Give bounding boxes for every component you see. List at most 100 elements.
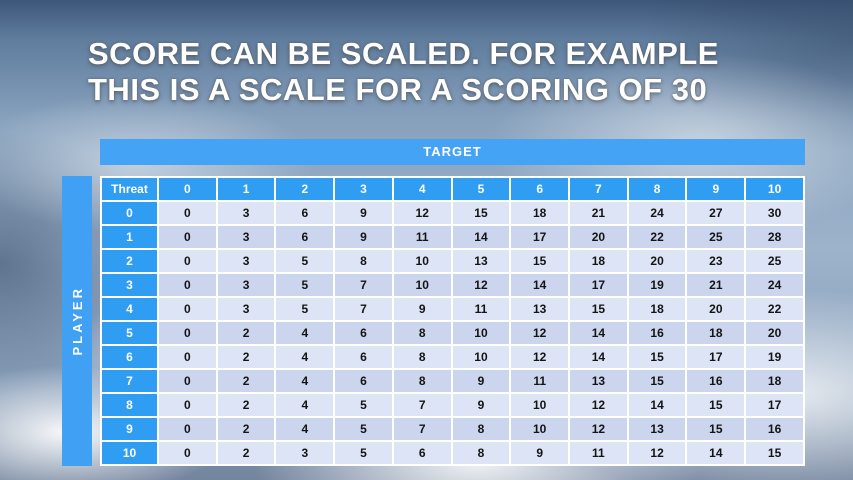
score-cell: 28 — [746, 226, 803, 248]
score-cell: 21 — [570, 202, 627, 224]
score-cell: 18 — [687, 322, 745, 344]
row-header-threat: 5 — [102, 322, 157, 344]
score-cell: 3 — [217, 226, 275, 248]
row-header-threat: 10 — [102, 442, 157, 464]
score-cell: 13 — [452, 250, 510, 272]
score-cell: 17 — [511, 226, 569, 248]
score-cell: 21 — [687, 274, 745, 296]
score-cell: 10 — [452, 322, 510, 344]
score-cell: 11 — [452, 298, 510, 320]
score-cell: 5 — [335, 442, 392, 464]
score-cell: 8 — [335, 250, 392, 272]
score-cell: 9 — [335, 202, 392, 224]
score-cell: 13 — [570, 370, 627, 392]
score-cell: 20 — [746, 322, 803, 344]
score-cell: 5 — [276, 274, 334, 296]
column-header: 5 — [452, 178, 510, 200]
row-header-threat: 4 — [102, 298, 157, 320]
score-cell: 4 — [276, 394, 334, 416]
score-cell: 14 — [570, 346, 627, 368]
score-cell: 6 — [276, 226, 334, 248]
score-cell: 4 — [276, 418, 334, 440]
column-header: 8 — [628, 178, 686, 200]
score-cell: 18 — [746, 370, 803, 392]
table-row: 4 0 3 5 7 9 11 13 15 18 20 22 — [102, 298, 803, 320]
score-cell: 23 — [687, 250, 745, 272]
score-cell: 18 — [570, 250, 627, 272]
score-cell: 7 — [393, 394, 451, 416]
score-cell: 0 — [159, 346, 216, 368]
score-cell: 3 — [276, 442, 334, 464]
score-table-body: 0 0 3 6 9 12 15 18 21 24 27 30 1 0 3 6 9 11 14 17 20 22 25 28 2 0… — [102, 202, 803, 464]
table-row: 1 0 3 6 9 11 14 17 20 22 25 28 — [102, 226, 803, 248]
column-header-row: Threat 0 1 2 3 4 5 6 7 8 9 10 — [102, 178, 803, 200]
score-cell: 17 — [687, 346, 745, 368]
score-cell: 6 — [335, 322, 392, 344]
score-cell: 20 — [570, 226, 627, 248]
score-table: Threat 0 1 2 3 4 5 6 7 8 9 10 0 0 3 6 9 12 15 18 21 24 27 30 1… — [100, 176, 805, 466]
score-cell: 5 — [276, 250, 334, 272]
row-header-threat: 7 — [102, 370, 157, 392]
score-cell: 8 — [393, 346, 451, 368]
score-cell: 17 — [746, 394, 803, 416]
score-cell: 5 — [335, 394, 392, 416]
score-cell: 0 — [159, 370, 216, 392]
title-line-2: THIS IS A SCALE FOR A SCORING OF 30 — [88, 71, 708, 107]
column-header: 9 — [687, 178, 745, 200]
score-cell: 20 — [687, 298, 745, 320]
score-cell: 8 — [452, 442, 510, 464]
player-header-bar: PLAYER — [62, 176, 92, 466]
score-cell: 15 — [570, 298, 627, 320]
table-row: 8 0 2 4 5 7 9 10 12 14 15 17 — [102, 394, 803, 416]
score-cell: 17 — [570, 274, 627, 296]
table-row: 10 0 2 3 5 6 8 9 11 12 14 15 — [102, 442, 803, 464]
score-cell: 12 — [570, 418, 627, 440]
score-cell: 15 — [628, 346, 686, 368]
score-cell: 3 — [217, 250, 275, 272]
score-cell: 15 — [628, 370, 686, 392]
table-row: 6 0 2 4 6 8 10 12 14 15 17 19 — [102, 346, 803, 368]
score-cell: 9 — [335, 226, 392, 248]
score-cell: 14 — [687, 442, 745, 464]
score-cell: 12 — [511, 346, 569, 368]
score-cell: 19 — [628, 274, 686, 296]
score-cell: 24 — [746, 274, 803, 296]
score-cell: 12 — [570, 394, 627, 416]
score-cell: 2 — [217, 370, 275, 392]
column-header: 10 — [746, 178, 803, 200]
score-cell: 12 — [393, 202, 451, 224]
score-cell: 15 — [511, 250, 569, 272]
score-cell: 18 — [628, 298, 686, 320]
row-header-threat: 9 — [102, 418, 157, 440]
table-row: 9 0 2 4 5 7 8 10 12 13 15 16 — [102, 418, 803, 440]
table-row: 0 0 3 6 9 12 15 18 21 24 27 30 — [102, 202, 803, 224]
score-cell: 15 — [687, 394, 745, 416]
score-cell: 22 — [628, 226, 686, 248]
score-cell: 6 — [393, 442, 451, 464]
score-cell: 6 — [276, 202, 334, 224]
score-cell: 11 — [393, 226, 451, 248]
table-row: 7 0 2 4 6 8 9 11 13 15 16 18 — [102, 370, 803, 392]
column-header: 1 — [217, 178, 275, 200]
score-cell: 15 — [687, 418, 745, 440]
score-cell: 20 — [628, 250, 686, 272]
score-cell: 9 — [393, 298, 451, 320]
score-cell: 25 — [746, 250, 803, 272]
score-cell: 0 — [159, 202, 216, 224]
score-cell: 18 — [511, 202, 569, 224]
score-cell: 3 — [217, 298, 275, 320]
score-cell: 0 — [159, 226, 216, 248]
column-header: 6 — [511, 178, 569, 200]
score-cell: 9 — [452, 370, 510, 392]
score-cell: 15 — [452, 202, 510, 224]
score-cell: 2 — [217, 442, 275, 464]
row-header-threat: 0 — [102, 202, 157, 224]
score-cell: 14 — [628, 394, 686, 416]
score-cell: 5 — [335, 418, 392, 440]
score-cell: 8 — [393, 370, 451, 392]
score-cell: 12 — [511, 322, 569, 344]
score-cell: 4 — [276, 322, 334, 344]
score-cell: 2 — [217, 346, 275, 368]
score-cell: 11 — [570, 442, 627, 464]
